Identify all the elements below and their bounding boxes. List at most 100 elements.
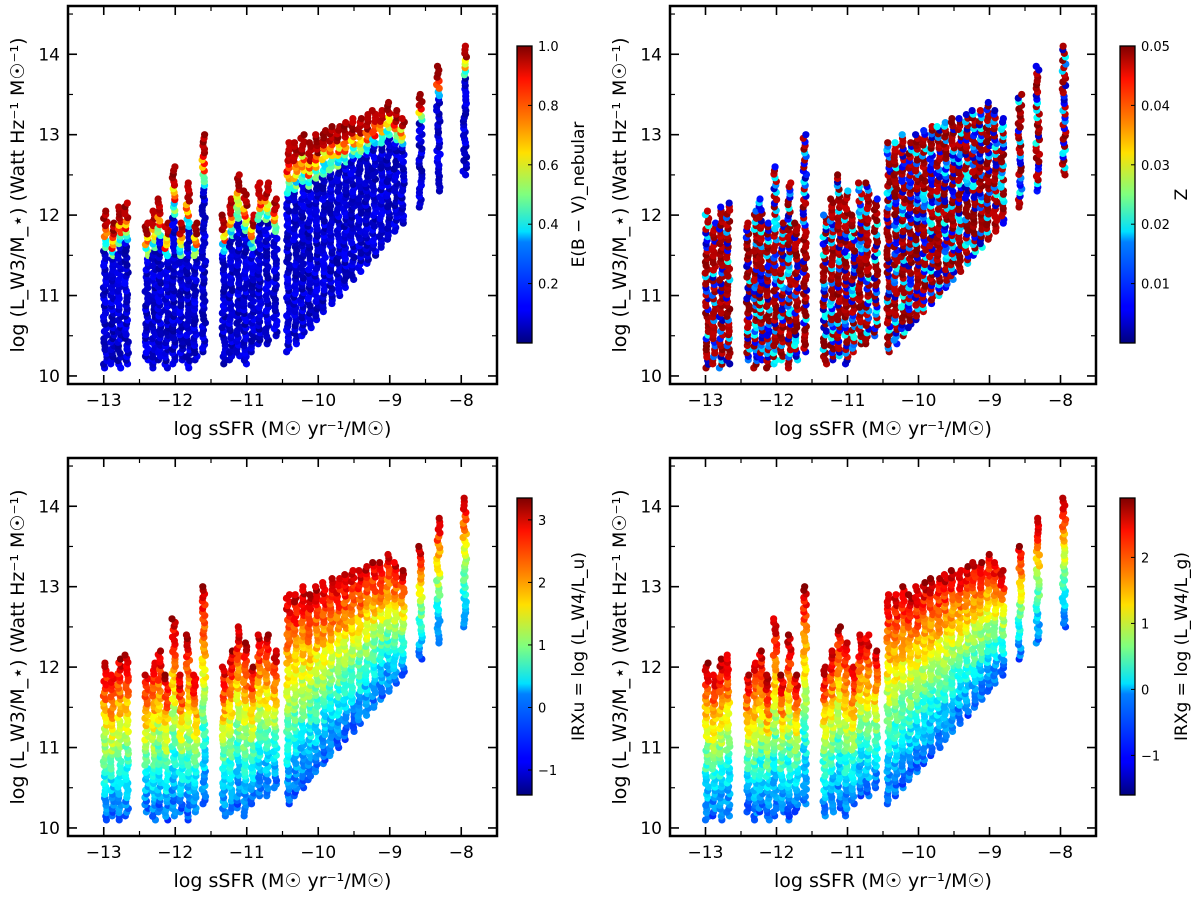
- scatter-points: [99, 494, 471, 824]
- data-point: [884, 139, 892, 147]
- data-point: [819, 211, 828, 219]
- data-point: [398, 115, 406, 123]
- data-point: [827, 195, 835, 203]
- data-point: [862, 179, 870, 187]
- y-axis-title: log (L_W3/M_⋆) (Watt Hz⁻¹ M☉⁻¹): [7, 37, 29, 352]
- colorbar-title: E(B − V)_nebular: [569, 122, 589, 268]
- data-point: [854, 179, 863, 187]
- data-point: [256, 179, 264, 187]
- y-tick-label: 13: [640, 126, 662, 146]
- data-point: [249, 663, 257, 671]
- x-tick-label: −13: [86, 391, 122, 411]
- data-point: [725, 199, 733, 207]
- data-point: [1059, 42, 1067, 50]
- x-tick-label: −13: [688, 391, 724, 411]
- data-point: [349, 115, 357, 123]
- data-point: [168, 615, 176, 623]
- data-point: [941, 119, 949, 127]
- data-point: [848, 211, 856, 219]
- data-point: [779, 219, 787, 227]
- colorbar-gradient: [1119, 45, 1136, 344]
- data-point: [306, 591, 314, 599]
- data-point: [264, 631, 272, 639]
- data-point: [264, 179, 273, 187]
- data-point: [218, 211, 226, 219]
- data-point: [177, 219, 185, 227]
- x-tick-label: −12: [759, 391, 795, 411]
- data-point: [368, 106, 376, 115]
- colorbar-tick-label: 0.2: [538, 278, 559, 293]
- data-point: [912, 131, 920, 139]
- colorbar-tick-label: 0.01: [1141, 278, 1170, 293]
- y-tick-label: 14: [38, 45, 60, 65]
- data-point: [171, 163, 179, 171]
- data-point: [968, 106, 976, 115]
- data-point: [300, 131, 308, 139]
- data-point: [290, 139, 299, 147]
- data-point: [227, 195, 235, 203]
- data-point: [254, 631, 262, 639]
- data-point: [433, 62, 442, 70]
- data-point: [241, 639, 250, 647]
- data-point: [193, 219, 201, 227]
- data-point: [235, 171, 243, 179]
- axes-frame: [66, 4, 499, 386]
- data-point: [234, 623, 242, 631]
- data-point: [834, 171, 842, 179]
- data-point: [285, 591, 294, 599]
- data-point: [920, 127, 928, 135]
- y-tick-label: 11: [38, 287, 60, 307]
- data-point: [285, 139, 293, 147]
- colorbar: 0.20.40.60.81.0E(B − V)_nebular: [516, 40, 589, 344]
- x-axis-title: log sSFR (M☉ yr⁻¹/M☉): [774, 418, 992, 440]
- x-tick-label: −10: [901, 391, 937, 411]
- colorbar: 0.010.020.030.040.05Z: [1119, 40, 1192, 344]
- data-point: [121, 651, 129, 659]
- data-point: [312, 131, 320, 139]
- colorbar-gradient: [516, 45, 533, 344]
- data-point: [272, 195, 280, 203]
- data-point: [999, 115, 1007, 123]
- data-point: [844, 187, 852, 195]
- data-point: [771, 163, 779, 171]
- colorbar-tick-label: 0.05: [1141, 40, 1170, 55]
- data-point: [176, 671, 184, 679]
- y-tick-label: 12: [38, 206, 60, 226]
- data-point: [342, 119, 350, 127]
- data-point: [190, 671, 198, 679]
- data-point: [907, 139, 915, 147]
- y-tick-label: 12: [640, 206, 662, 226]
- data-point: [218, 663, 227, 671]
- y-axis-title: log (L_W3/M_⋆) (Watt Hz⁻¹ M☉⁻¹): [609, 37, 631, 352]
- data-point: [744, 219, 752, 227]
- data-point: [101, 659, 109, 667]
- data-point: [756, 195, 764, 203]
- x-tick-label: −8: [449, 391, 474, 411]
- data-point: [928, 123, 936, 131]
- colorbar-tick-label: 1.0: [538, 40, 559, 55]
- data-point: [416, 90, 424, 99]
- data-point: [184, 179, 192, 187]
- colorbar-tick-label: 0.6: [538, 159, 559, 174]
- x-tick-label: −11: [229, 391, 265, 411]
- data-point: [703, 207, 712, 215]
- y-tick-label: 10: [640, 367, 662, 387]
- data-point: [384, 98, 393, 107]
- x-tick-label: −10: [300, 391, 336, 411]
- data-point: [272, 647, 280, 655]
- colorbar-tick-label: 0.02: [1141, 218, 1170, 233]
- data-point: [156, 647, 165, 655]
- data-point: [291, 591, 299, 599]
- data-point: [107, 671, 115, 679]
- data-point: [1018, 90, 1026, 99]
- colorbar-tick-label: 0.8: [538, 99, 559, 114]
- data-point: [357, 115, 366, 123]
- scatter-points: [701, 42, 1070, 372]
- data-point: [161, 671, 169, 679]
- data-point: [873, 195, 881, 203]
- data-point: [933, 123, 941, 131]
